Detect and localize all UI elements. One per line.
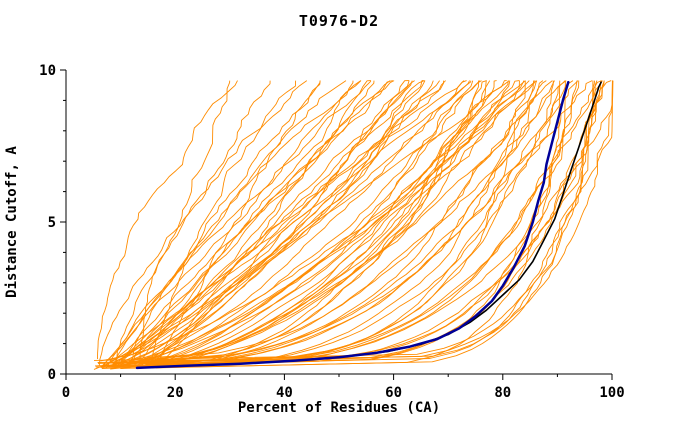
model-curve: [118, 80, 446, 366]
model-curve: [100, 80, 520, 362]
model-curve: [155, 80, 594, 369]
axes-layer: 0 20 40 60 80 100 0 5 10: [39, 63, 625, 401]
x-tick-label: 80: [494, 385, 511, 401]
model-curve: [120, 80, 561, 369]
x-axis-label: Percent of Residues (CA): [238, 400, 440, 416]
chart-title: T0976-D2: [299, 12, 379, 30]
model-curve: [144, 80, 511, 361]
model-curves-layer: [93, 80, 614, 370]
y-tick-label: 5: [48, 215, 56, 231]
model-curve: [158, 80, 537, 365]
model-curve: [113, 80, 603, 365]
model-curve: [139, 80, 231, 363]
x-tick-label: 20: [167, 385, 184, 401]
model-curve: [114, 80, 347, 361]
x-tick-label: 60: [385, 385, 402, 401]
model-curve: [114, 80, 445, 364]
model-curve: [130, 80, 491, 362]
model-curve: [114, 80, 465, 368]
model-curve: [101, 80, 538, 369]
model-curve: [97, 80, 238, 360]
model-curve: [105, 80, 354, 369]
model-curve: [111, 80, 510, 368]
model-curve: [114, 80, 395, 369]
model-curve: [134, 80, 481, 366]
y-tick-label: 10: [39, 63, 56, 79]
model-curve: [157, 80, 321, 363]
y-axis-label: Distance Cutoff, A: [4, 146, 20, 298]
model-curve: [121, 80, 474, 367]
model-curve: [120, 80, 375, 364]
model-curve: [115, 80, 391, 365]
model-curve: [126, 80, 413, 365]
model-curve: [106, 80, 553, 367]
model-curve: [139, 80, 521, 362]
model-curve: [97, 80, 614, 363]
model-curve: [147, 80, 480, 368]
model-curve: [132, 80, 297, 360]
highlight-curves-layer: [135, 80, 602, 370]
x-tick-label: 40: [276, 385, 293, 401]
model-curve: [102, 80, 362, 366]
model-curve: [128, 80, 487, 369]
model-curve: [137, 80, 425, 363]
model-curve: [113, 80, 578, 363]
model-curve: [94, 80, 555, 367]
y-tick-label: 0: [48, 367, 56, 383]
model-curve: [116, 80, 410, 367]
model-curve: [100, 80, 603, 368]
model-curve: [108, 80, 507, 361]
model-curve: [124, 80, 612, 363]
model-curve: [107, 80, 613, 367]
model-curve: [95, 80, 566, 368]
model-curve: [117, 80, 424, 361]
model-curve: [114, 80, 580, 368]
x-tick-label: 0: [62, 385, 70, 401]
x-tick-label: 100: [599, 385, 624, 401]
model-curve: [148, 80, 579, 364]
model-curve: [153, 80, 598, 366]
model-curve: [154, 80, 371, 361]
model-curve: [146, 80, 536, 364]
model-curve: [149, 80, 472, 362]
model-curve: [102, 80, 372, 368]
model-curve: [112, 80, 530, 365]
model-curve: [93, 80, 613, 361]
model-curve: [101, 80, 526, 367]
model-curve: [154, 80, 487, 363]
model-curve: [156, 80, 497, 362]
model-curve: [137, 80, 362, 366]
model-curve: [114, 80, 271, 364]
model-curve: [139, 80, 509, 365]
model-curve: [132, 80, 526, 360]
highlight-curve-blue: [135, 80, 570, 370]
axis-frame: [65, 70, 612, 375]
model-curve: [140, 80, 440, 366]
model-curve: [127, 80, 524, 369]
model-curve: [151, 80, 321, 365]
